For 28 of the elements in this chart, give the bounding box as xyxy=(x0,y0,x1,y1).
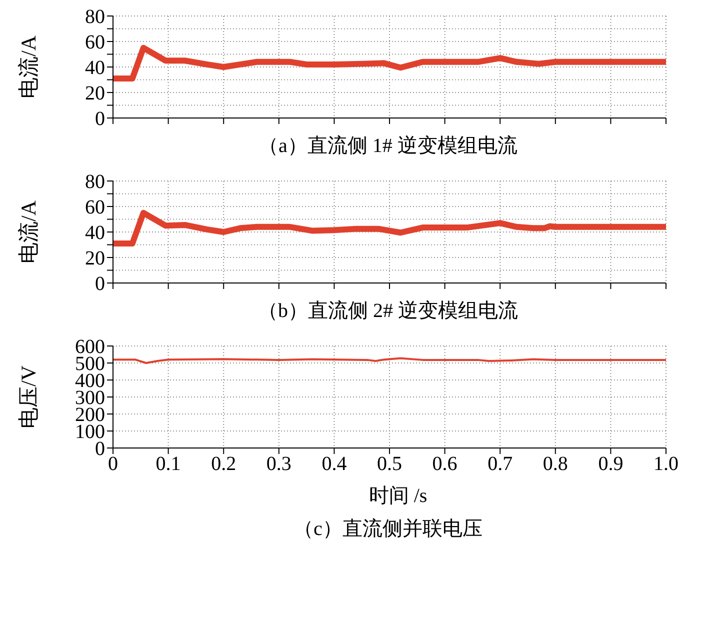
y-tick-label: 0 xyxy=(95,108,105,130)
x-axis-title: 时间 /s xyxy=(368,484,428,509)
x-tick-label: 0.9 xyxy=(598,453,624,476)
y-tick-label: 0 xyxy=(95,273,105,296)
x-tick-label: 0.2 xyxy=(211,453,236,476)
y-axis-title: 电流/A xyxy=(16,200,40,264)
y-tick-label: 0 xyxy=(95,438,105,460)
y-tick-label: 40 xyxy=(85,57,105,80)
x-tick-label: 0.6 xyxy=(432,453,458,476)
y-axis-title: 电流/A xyxy=(16,34,40,98)
x-tick-label: 0.1 xyxy=(156,453,181,476)
x-tick-label: 0.7 xyxy=(488,453,513,476)
y-tick-label: 80 xyxy=(85,171,105,194)
y-tick-label: 60 xyxy=(85,196,105,219)
x-tick-label: 0.4 xyxy=(322,453,347,476)
x-tick-label: 1.0 xyxy=(654,453,678,476)
x-tick-label: 0.8 xyxy=(542,453,568,476)
y-tick-label: 80 xyxy=(85,6,105,28)
y-tick-label: 20 xyxy=(85,248,105,270)
y-tick-label: 40 xyxy=(85,222,105,244)
text: （b）直流侧 2# 逆变模组电流 xyxy=(257,299,519,324)
text: （c）直流侧并联电压 xyxy=(292,517,484,542)
text: （a）直流侧 1# 逆变模组电流 xyxy=(258,134,518,159)
y-tick-label: 20 xyxy=(85,82,105,105)
x-tick-label: 0.5 xyxy=(377,453,402,476)
y-axis-title: 电压/V xyxy=(16,366,40,428)
x-tick-label: 0.3 xyxy=(266,453,292,476)
y-tick-label: 60 xyxy=(85,32,105,54)
